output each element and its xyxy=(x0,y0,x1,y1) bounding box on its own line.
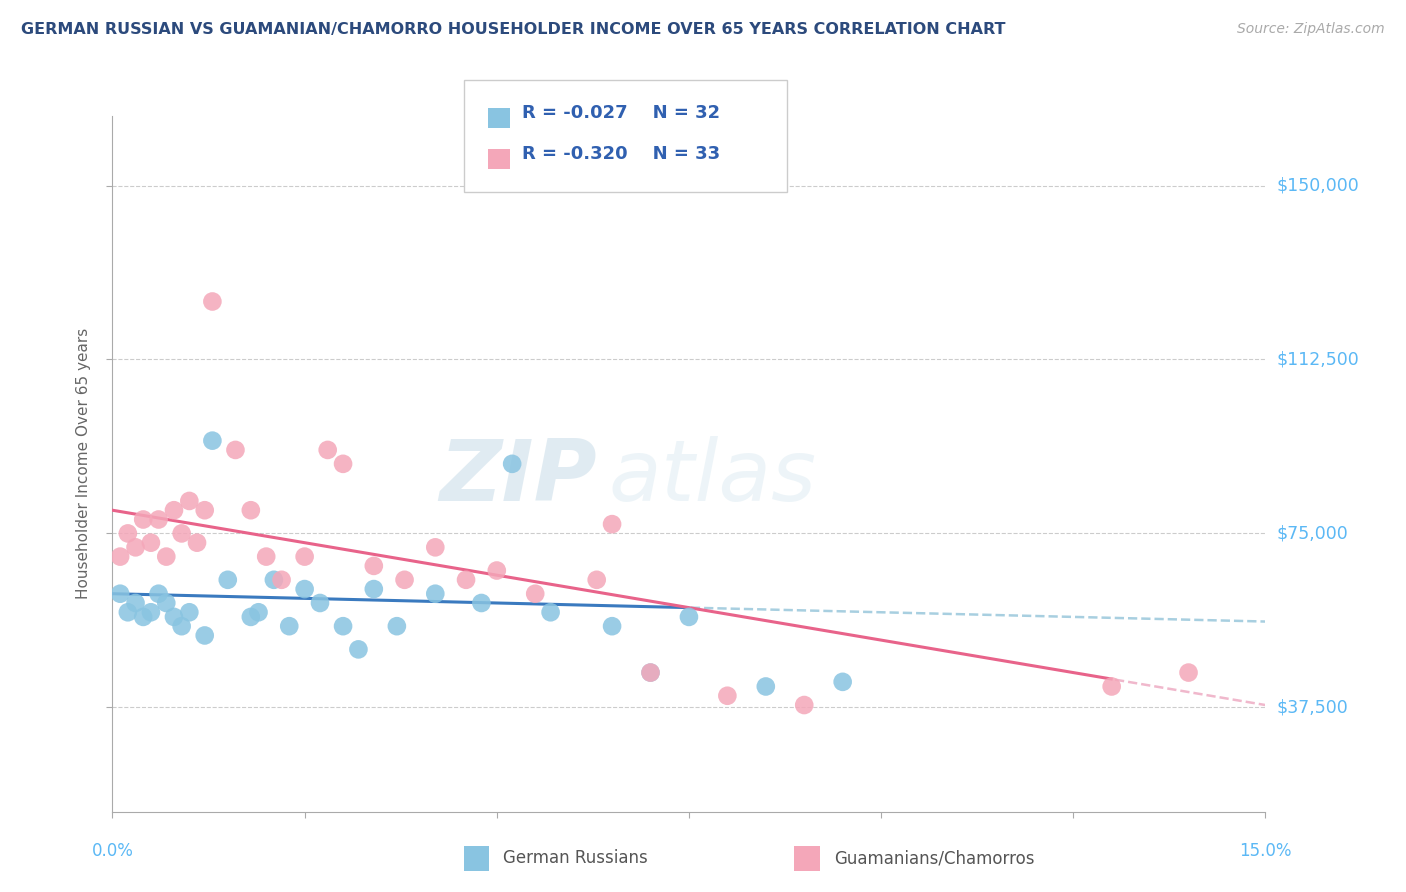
Point xyxy=(201,434,224,448)
Point xyxy=(201,294,224,309)
Point xyxy=(148,512,170,526)
Point xyxy=(332,619,354,633)
Point xyxy=(294,549,316,564)
Text: $37,500: $37,500 xyxy=(1277,698,1348,716)
Text: $112,500: $112,500 xyxy=(1277,351,1360,368)
Point xyxy=(270,573,292,587)
Text: R = -0.320    N = 33: R = -0.320 N = 33 xyxy=(522,145,720,163)
Y-axis label: Householder Income Over 65 years: Householder Income Over 65 years xyxy=(76,328,91,599)
Point xyxy=(640,665,662,680)
Point xyxy=(363,558,385,573)
Point xyxy=(186,535,208,549)
Point xyxy=(124,596,146,610)
Point xyxy=(108,587,131,601)
Point xyxy=(755,680,778,694)
Text: Guamanians/Chamorros: Guamanians/Chamorros xyxy=(834,849,1035,867)
Point xyxy=(224,442,246,457)
Point xyxy=(132,512,155,526)
Point xyxy=(316,442,339,457)
Point xyxy=(524,587,547,601)
Point xyxy=(163,503,186,517)
Point xyxy=(132,610,155,624)
Point xyxy=(425,541,447,555)
Point xyxy=(139,605,162,619)
Point xyxy=(194,628,217,642)
Point xyxy=(179,494,201,508)
Point xyxy=(347,642,370,657)
Point xyxy=(239,610,262,624)
Point xyxy=(170,619,193,633)
Point xyxy=(254,549,277,564)
Point xyxy=(1177,665,1199,680)
Text: ZIP: ZIP xyxy=(439,436,596,519)
Text: $150,000: $150,000 xyxy=(1277,177,1360,194)
Point xyxy=(139,535,162,549)
Point xyxy=(385,619,408,633)
Text: 15.0%: 15.0% xyxy=(1239,842,1292,860)
Point xyxy=(501,457,523,471)
Point xyxy=(108,549,131,564)
Text: GERMAN RUSSIAN VS GUAMANIAN/CHAMORRO HOUSEHOLDER INCOME OVER 65 YEARS CORRELATIO: GERMAN RUSSIAN VS GUAMANIAN/CHAMORRO HOU… xyxy=(21,22,1005,37)
Point xyxy=(217,573,239,587)
Text: German Russians: German Russians xyxy=(503,849,648,867)
Point xyxy=(179,605,201,619)
Point xyxy=(600,619,623,633)
Point xyxy=(155,596,177,610)
Point xyxy=(485,564,508,578)
Text: Source: ZipAtlas.com: Source: ZipAtlas.com xyxy=(1237,22,1385,37)
Point xyxy=(124,541,146,555)
Point xyxy=(294,582,316,596)
Point xyxy=(309,596,332,610)
Point xyxy=(155,549,177,564)
Point xyxy=(831,674,853,689)
Point xyxy=(793,698,815,712)
Point xyxy=(239,503,262,517)
Point xyxy=(600,517,623,532)
Point xyxy=(454,573,477,587)
Point xyxy=(163,610,186,624)
Point xyxy=(278,619,301,633)
Point xyxy=(425,587,447,601)
Point xyxy=(263,573,285,587)
Text: atlas: atlas xyxy=(609,436,817,519)
Point xyxy=(1101,680,1123,694)
Point xyxy=(332,457,354,471)
Point xyxy=(470,596,492,610)
Point xyxy=(117,605,139,619)
Point xyxy=(117,526,139,541)
Point xyxy=(540,605,562,619)
Point xyxy=(194,503,217,517)
Point xyxy=(640,665,662,680)
Text: R = -0.027    N = 32: R = -0.027 N = 32 xyxy=(522,104,720,122)
Text: 0.0%: 0.0% xyxy=(91,842,134,860)
Point xyxy=(394,573,416,587)
Point xyxy=(148,587,170,601)
Point xyxy=(247,605,270,619)
Point xyxy=(170,526,193,541)
Point xyxy=(678,610,700,624)
Point xyxy=(585,573,607,587)
Text: $75,000: $75,000 xyxy=(1277,524,1348,542)
Point xyxy=(363,582,385,596)
Point xyxy=(716,689,738,703)
